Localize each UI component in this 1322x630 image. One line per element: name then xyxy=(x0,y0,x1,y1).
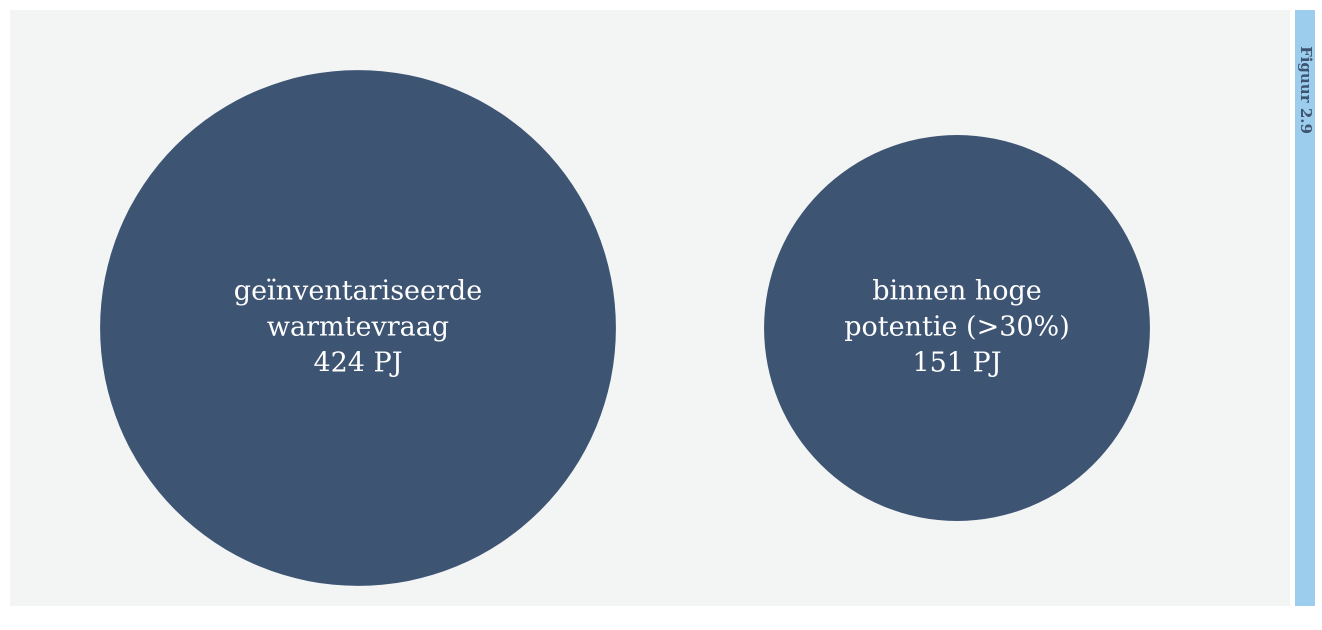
side-strip xyxy=(1295,10,1315,606)
bubble-label: warmtevraag xyxy=(267,312,449,343)
bubble-label: geïnventariseerde xyxy=(234,276,482,307)
value-label: 151 PJ xyxy=(912,348,1001,379)
bubble-label: binnen hoge xyxy=(872,276,1042,307)
figure-label: Figuur 2.9 xyxy=(1297,46,1315,134)
bubble xyxy=(764,135,1150,521)
value-label: 424 PJ xyxy=(313,348,402,379)
bubble-label: potentie (>30%) xyxy=(844,312,1070,343)
bubble xyxy=(100,70,616,586)
